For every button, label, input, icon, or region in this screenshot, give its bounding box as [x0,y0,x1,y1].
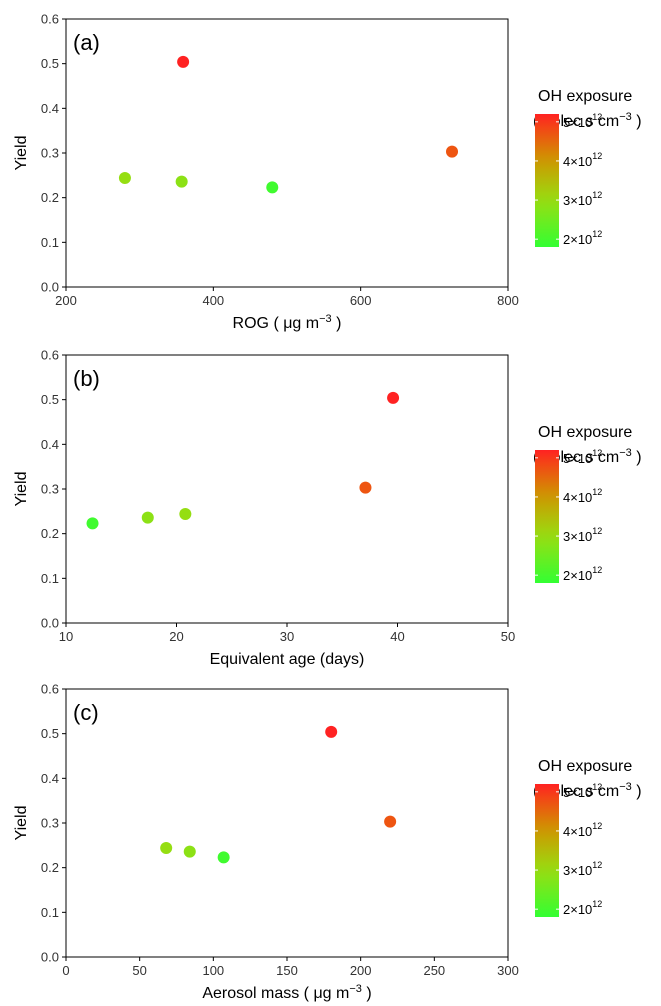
x-tick-label: 50 [132,963,146,978]
x-tick-label: 200 [350,963,372,978]
plot-frame [65,354,509,624]
x-tick-label: 50 [501,629,515,644]
data-point [183,845,196,858]
legend-tick-label: 5×1012 [563,112,602,130]
x-axis-label: Aerosol mass ( μg m−3 ) [202,983,371,1002]
y-axis-label: Yield [13,806,30,841]
x-tick-label: 200 [55,293,77,308]
panel-3: 0.0 0.1 0.2 0.3 0.4 0.5 0.6 0 50 100 150 200 250 300 A… [13,682,642,1003]
plot-frame [65,688,509,958]
data-point [179,508,192,521]
y-tick-label: 0.2 [41,860,59,875]
color-legend: OH exposure(molec s cm−3 )2×10123×10124×… [533,758,642,917]
data-point [266,181,279,194]
panel-label: (c) [73,700,99,725]
legend-tick-label: 2×1012 [563,899,602,917]
legend-tick-label: 4×1012 [563,821,602,839]
panel-label: (a) [73,30,100,55]
data-point [446,145,459,158]
color-bar [535,450,559,583]
x-axis-label: Equivalent age (days) [210,651,365,668]
y-tick-label: 0.6 [41,348,59,363]
y-tick-label: 0.4 [41,437,59,452]
y-tick-label: 0.1 [41,571,59,586]
data-point [177,55,190,68]
legend-tick-label: 4×1012 [563,487,602,505]
y-tick-label: 0.1 [41,905,59,920]
legend-title: OH exposure [538,88,632,105]
x-tick-label: 10 [59,629,73,644]
legend-tick-label: 2×1012 [563,565,602,583]
panel-2: 0.0 0.1 0.2 0.3 0.4 0.5 0.6 10 20 30 40 50 Equivalen… [13,348,642,669]
data-point [86,517,99,530]
data-point [387,391,400,404]
color-legend: OH exposure(molec s cm−3 )2×10123×10124×… [533,424,642,583]
legend-tick-label: 3×1012 [563,860,602,878]
x-axis-label: ROG ( μg m−3 ) [233,313,342,332]
legend-tick-label: 4×1012 [563,151,602,169]
y-tick-label: 0.1 [41,235,59,250]
x-tick-label: 40 [390,629,404,644]
legend-tick-label: 2×1012 [563,229,602,247]
data-point [325,725,338,738]
x-tick-label: 800 [497,293,519,308]
y-tick-label: 0.6 [41,12,59,27]
legend-tick-label: 3×1012 [563,526,602,544]
panel-1: 0.0 0.1 0.2 0.3 0.4 0.5 0.6 200 400 600 800 ROG ( μ… [13,12,642,333]
y-axis-label: Yield [13,136,30,171]
legend-tick-label: 5×1012 [563,448,602,466]
x-tick-label: 250 [423,963,445,978]
x-tick-label: 400 [202,293,224,308]
y-tick-label: 0.4 [41,101,59,116]
data-point [141,511,154,524]
x-tick-label: 600 [350,293,372,308]
x-tick-label: 20 [169,629,183,644]
y-tick-label: 0.0 [41,950,59,965]
legend-tick-label: 5×1012 [563,782,602,800]
x-tick-label: 100 [202,963,224,978]
y-tick-label: 0.4 [41,771,59,786]
legend-title: OH exposure [538,424,632,441]
y-tick-label: 0.5 [41,726,59,741]
x-tick-label: 300 [497,963,519,978]
data-point [160,842,173,855]
color-bar [535,784,559,917]
y-tick-label: 0.5 [41,392,59,407]
color-legend: OH exposure(molec s cm−3 )2×10123×10124×… [533,88,642,247]
panel-label: (b) [73,366,100,391]
legend-title: OH exposure [538,758,632,775]
legend-tick-label: 3×1012 [563,190,602,208]
y-tick-label: 0.3 [41,816,59,831]
y-tick-label: 0.5 [41,56,59,71]
y-axis-label: Yield [13,472,30,507]
y-tick-label: 0.0 [41,616,59,631]
x-tick-label: 0 [62,963,69,978]
y-tick-label: 0.0 [41,280,59,295]
y-tick-label: 0.2 [41,190,59,205]
x-tick-label: 30 [280,629,294,644]
y-tick-label: 0.3 [41,146,59,161]
y-tick-label: 0.3 [41,482,59,497]
color-bar [535,114,559,247]
data-point [175,175,188,188]
y-tick-label: 0.2 [41,526,59,541]
data-point [384,815,397,828]
data-point [118,172,131,185]
plot-frame [65,18,509,288]
y-tick-label: 0.6 [41,682,59,697]
data-point [217,851,230,864]
x-tick-label: 150 [276,963,298,978]
data-point [359,481,372,494]
